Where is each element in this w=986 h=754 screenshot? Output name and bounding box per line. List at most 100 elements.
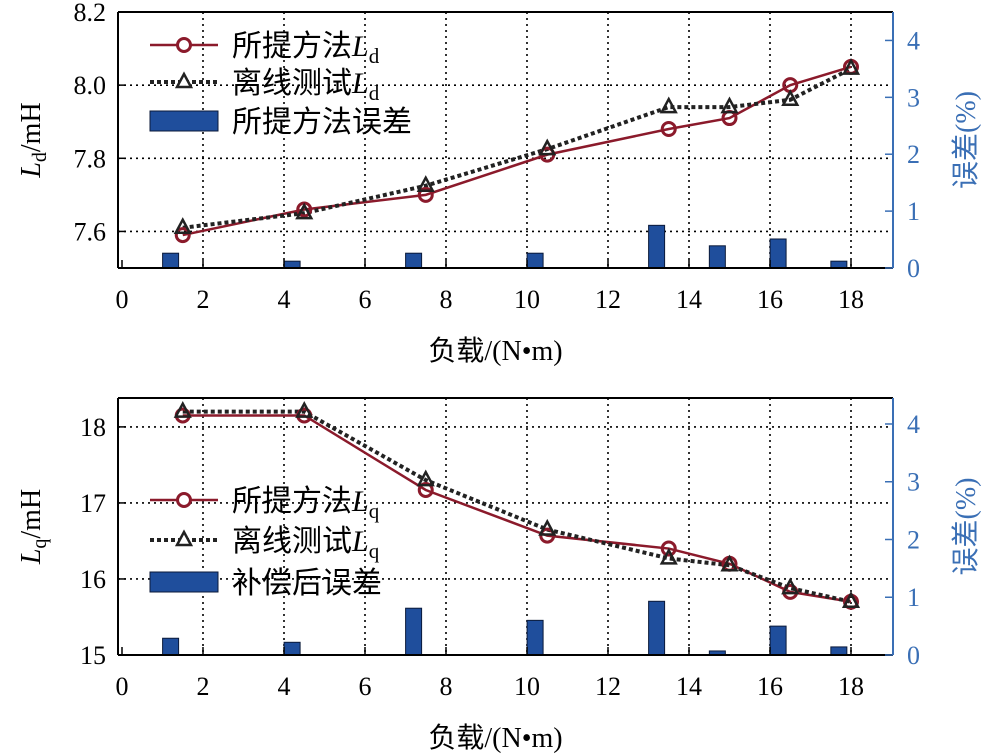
error-bar [405, 607, 423, 656]
x-tick-label: 8 [440, 285, 453, 314]
x-tick-label: 10 [514, 672, 540, 701]
legend-label-text: 所提方法误差 [232, 106, 412, 139]
y-axis-label-unit: /mH [16, 489, 47, 539]
y-right-tick-label: 2 [907, 140, 920, 169]
legend-bar-swatch [149, 110, 219, 132]
legend-label-subscript: q [369, 499, 380, 523]
marker-triangle [295, 401, 314, 418]
series-line-offline [182, 66, 852, 230]
marker-circle [660, 121, 677, 138]
y-right-tick-label: 2 [907, 525, 920, 554]
x-tick-label: 16 [757, 672, 783, 701]
y-tick-label: 7.6 [74, 217, 107, 246]
y-right-axis-label: 误差(%) [950, 478, 982, 576]
y-axis-label: Ld/mH [16, 102, 51, 178]
y-right-tick-label: 1 [907, 197, 920, 226]
x-tick-label: 18 [838, 672, 864, 701]
marker-triangle [416, 469, 435, 487]
marker-triangle [659, 96, 678, 114]
marker-triangle [781, 89, 800, 107]
legend-label: 所提方法Lq [232, 485, 380, 523]
marker-triangle [416, 175, 435, 192]
marker-triangle [841, 591, 861, 609]
y-right-tick-label: 0 [907, 254, 920, 283]
y-tick-label: 16 [80, 565, 106, 594]
y-tick-label: 8.0 [74, 71, 107, 100]
series-line-method [182, 414, 852, 604]
marker-triangle [659, 547, 678, 565]
error-bar [648, 224, 666, 269]
chart-panel-1: 0 2 4 6 8 10 12 14 16 187.67.88.08.201234负载/(N•m)… [16, 0, 982, 367]
y-axis-label-symbol: L [16, 549, 47, 566]
y-right-tick-label: 1 [907, 583, 920, 612]
legend-label-symbol: L [351, 485, 369, 518]
marker-circle [417, 186, 434, 203]
error-bar [405, 252, 423, 269]
legend-label-text: 所提方法 [232, 30, 352, 63]
marker-triangle [295, 202, 314, 220]
error-bar [830, 260, 848, 269]
x-axis-label: 负载/(N•m) [428, 335, 562, 367]
legend-marker-circle [176, 492, 192, 508]
y-right-axis-label: 误差(%) [950, 91, 982, 189]
error-bar [526, 619, 544, 656]
marker-triangle [720, 554, 739, 572]
y-axis-label-subscript: q [29, 539, 51, 549]
x-tick-label: 2 [197, 285, 210, 314]
x-tick-label: 12 [595, 672, 621, 701]
legend-label: 离线测试Lq [232, 525, 380, 563]
chart-panel-2: 0 2 4 6 8 10 12 14 16 181516171801234负载/(N•m)Lq/m… [16, 397, 982, 754]
legend-label-symbol: L [351, 67, 369, 100]
error-bar [283, 260, 301, 269]
legend-label-text: 离线测试 [232, 525, 352, 558]
marker-triangle [173, 401, 192, 418]
x-tick-label: 12 [595, 285, 621, 314]
error-bar [162, 637, 180, 656]
y-tick-label: 8.2 [74, 0, 107, 27]
legend-label-subscript: d [369, 44, 380, 68]
y-right-tick-label: 0 [907, 641, 920, 670]
marker-triangle [538, 518, 557, 536]
marker-triangle [720, 96, 739, 114]
y-tick-label: 7.8 [74, 144, 107, 173]
y-axis-label-unit: /mH [16, 102, 47, 152]
marker-circle [174, 227, 191, 244]
legend-label-symbol: L [351, 30, 369, 63]
x-tick-label: 16 [757, 285, 783, 314]
y-tick-label: 17 [80, 489, 106, 518]
error-bar [648, 600, 666, 656]
x-tick-label: 4 [278, 285, 291, 314]
error-bar [708, 245, 726, 269]
y-axis-label-subscript: d [29, 152, 51, 162]
legend-label-subscript: d [369, 81, 380, 105]
series-line-offline [182, 409, 852, 604]
marker-triangle [173, 217, 192, 235]
y-axis-label-symbol: L [16, 162, 47, 179]
x-tick-label: 0 [116, 285, 129, 314]
legend-label-symbol: L [351, 525, 369, 558]
marker-triangle [841, 58, 861, 75]
legend-marker-triangle [174, 71, 194, 89]
legend-label: 所提方法Ld [232, 30, 380, 68]
legend-bar-swatch [149, 571, 219, 593]
legend-label-subscript: q [369, 539, 380, 563]
y-right-tick-label: 3 [907, 468, 920, 497]
x-tick-label: 8 [440, 672, 453, 701]
legend-label-text: 补偿后误差 [232, 567, 382, 600]
x-tick-label: 14 [676, 285, 702, 314]
x-tick-label: 0 [116, 672, 129, 701]
x-tick-label: 18 [838, 285, 864, 314]
marker-circle [417, 482, 434, 499]
error-bar [526, 252, 544, 269]
marker-triangle [781, 577, 800, 595]
legend-marker-triangle [174, 529, 194, 547]
error-bar [283, 641, 301, 656]
x-tick-label: 4 [278, 672, 291, 701]
legend-label: 所提方法误差 [232, 106, 412, 139]
y-tick-label: 15 [80, 641, 106, 670]
y-axis-label: Lq/mH [16, 489, 51, 565]
legend-marker-circle [176, 37, 192, 53]
y-right-tick-label: 4 [907, 410, 920, 439]
error-bar [162, 252, 180, 269]
